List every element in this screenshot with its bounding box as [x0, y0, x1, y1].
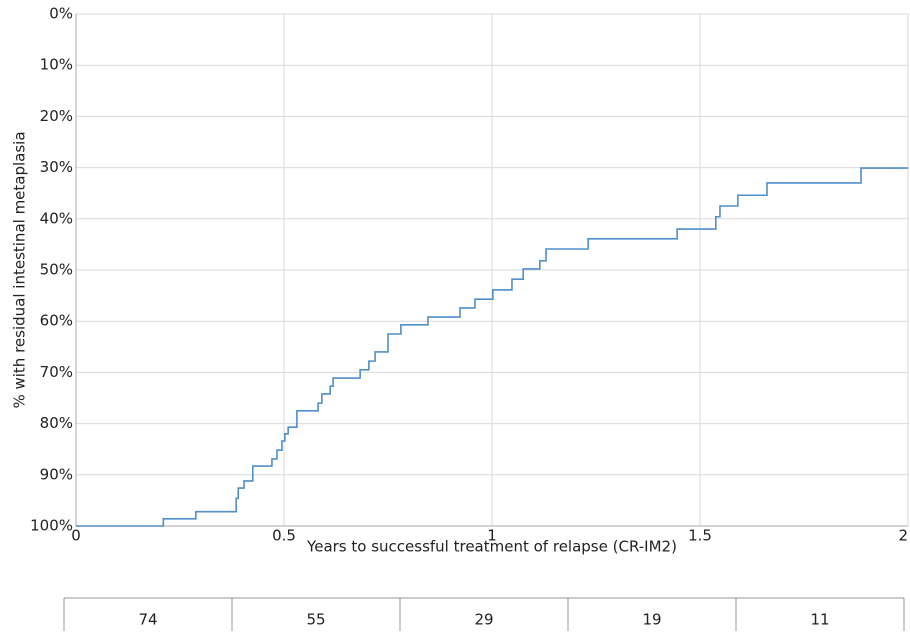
km-line — [76, 167, 908, 527]
at-risk-count: 19 — [642, 611, 661, 629]
at-risk-count: 74 — [138, 611, 157, 629]
y-tick-label: 60% — [40, 312, 73, 330]
y-axis-label: % with residual intestinal metaplasia — [11, 131, 29, 408]
y-tick-label: 10% — [40, 56, 73, 74]
y-tick-label: 40% — [40, 209, 73, 227]
y-tick-label: 80% — [40, 414, 73, 432]
x-tick-label: 0 — [71, 527, 81, 545]
y-tick-label: 0% — [49, 5, 73, 23]
y-tick-label: 50% — [40, 261, 73, 279]
y-tick-label: 100% — [30, 517, 73, 535]
y-tick-label: 70% — [40, 363, 73, 381]
y-tick-label: 30% — [40, 158, 73, 176]
y-tick-label: 90% — [40, 465, 73, 483]
x-tick-label: 1.5 — [688, 527, 712, 545]
x-tick-label: 0.5 — [272, 527, 296, 545]
at-risk-count: 29 — [474, 611, 493, 629]
x-tick-label: 1 — [487, 527, 497, 545]
x-tick-label: 2 — [898, 527, 908, 545]
at-risk-count: 11 — [810, 611, 829, 629]
x-axis-label: Years to successful treatment of relapse… — [306, 538, 677, 556]
at-risk-count: 55 — [306, 611, 325, 629]
y-tick-label: 20% — [40, 107, 73, 125]
